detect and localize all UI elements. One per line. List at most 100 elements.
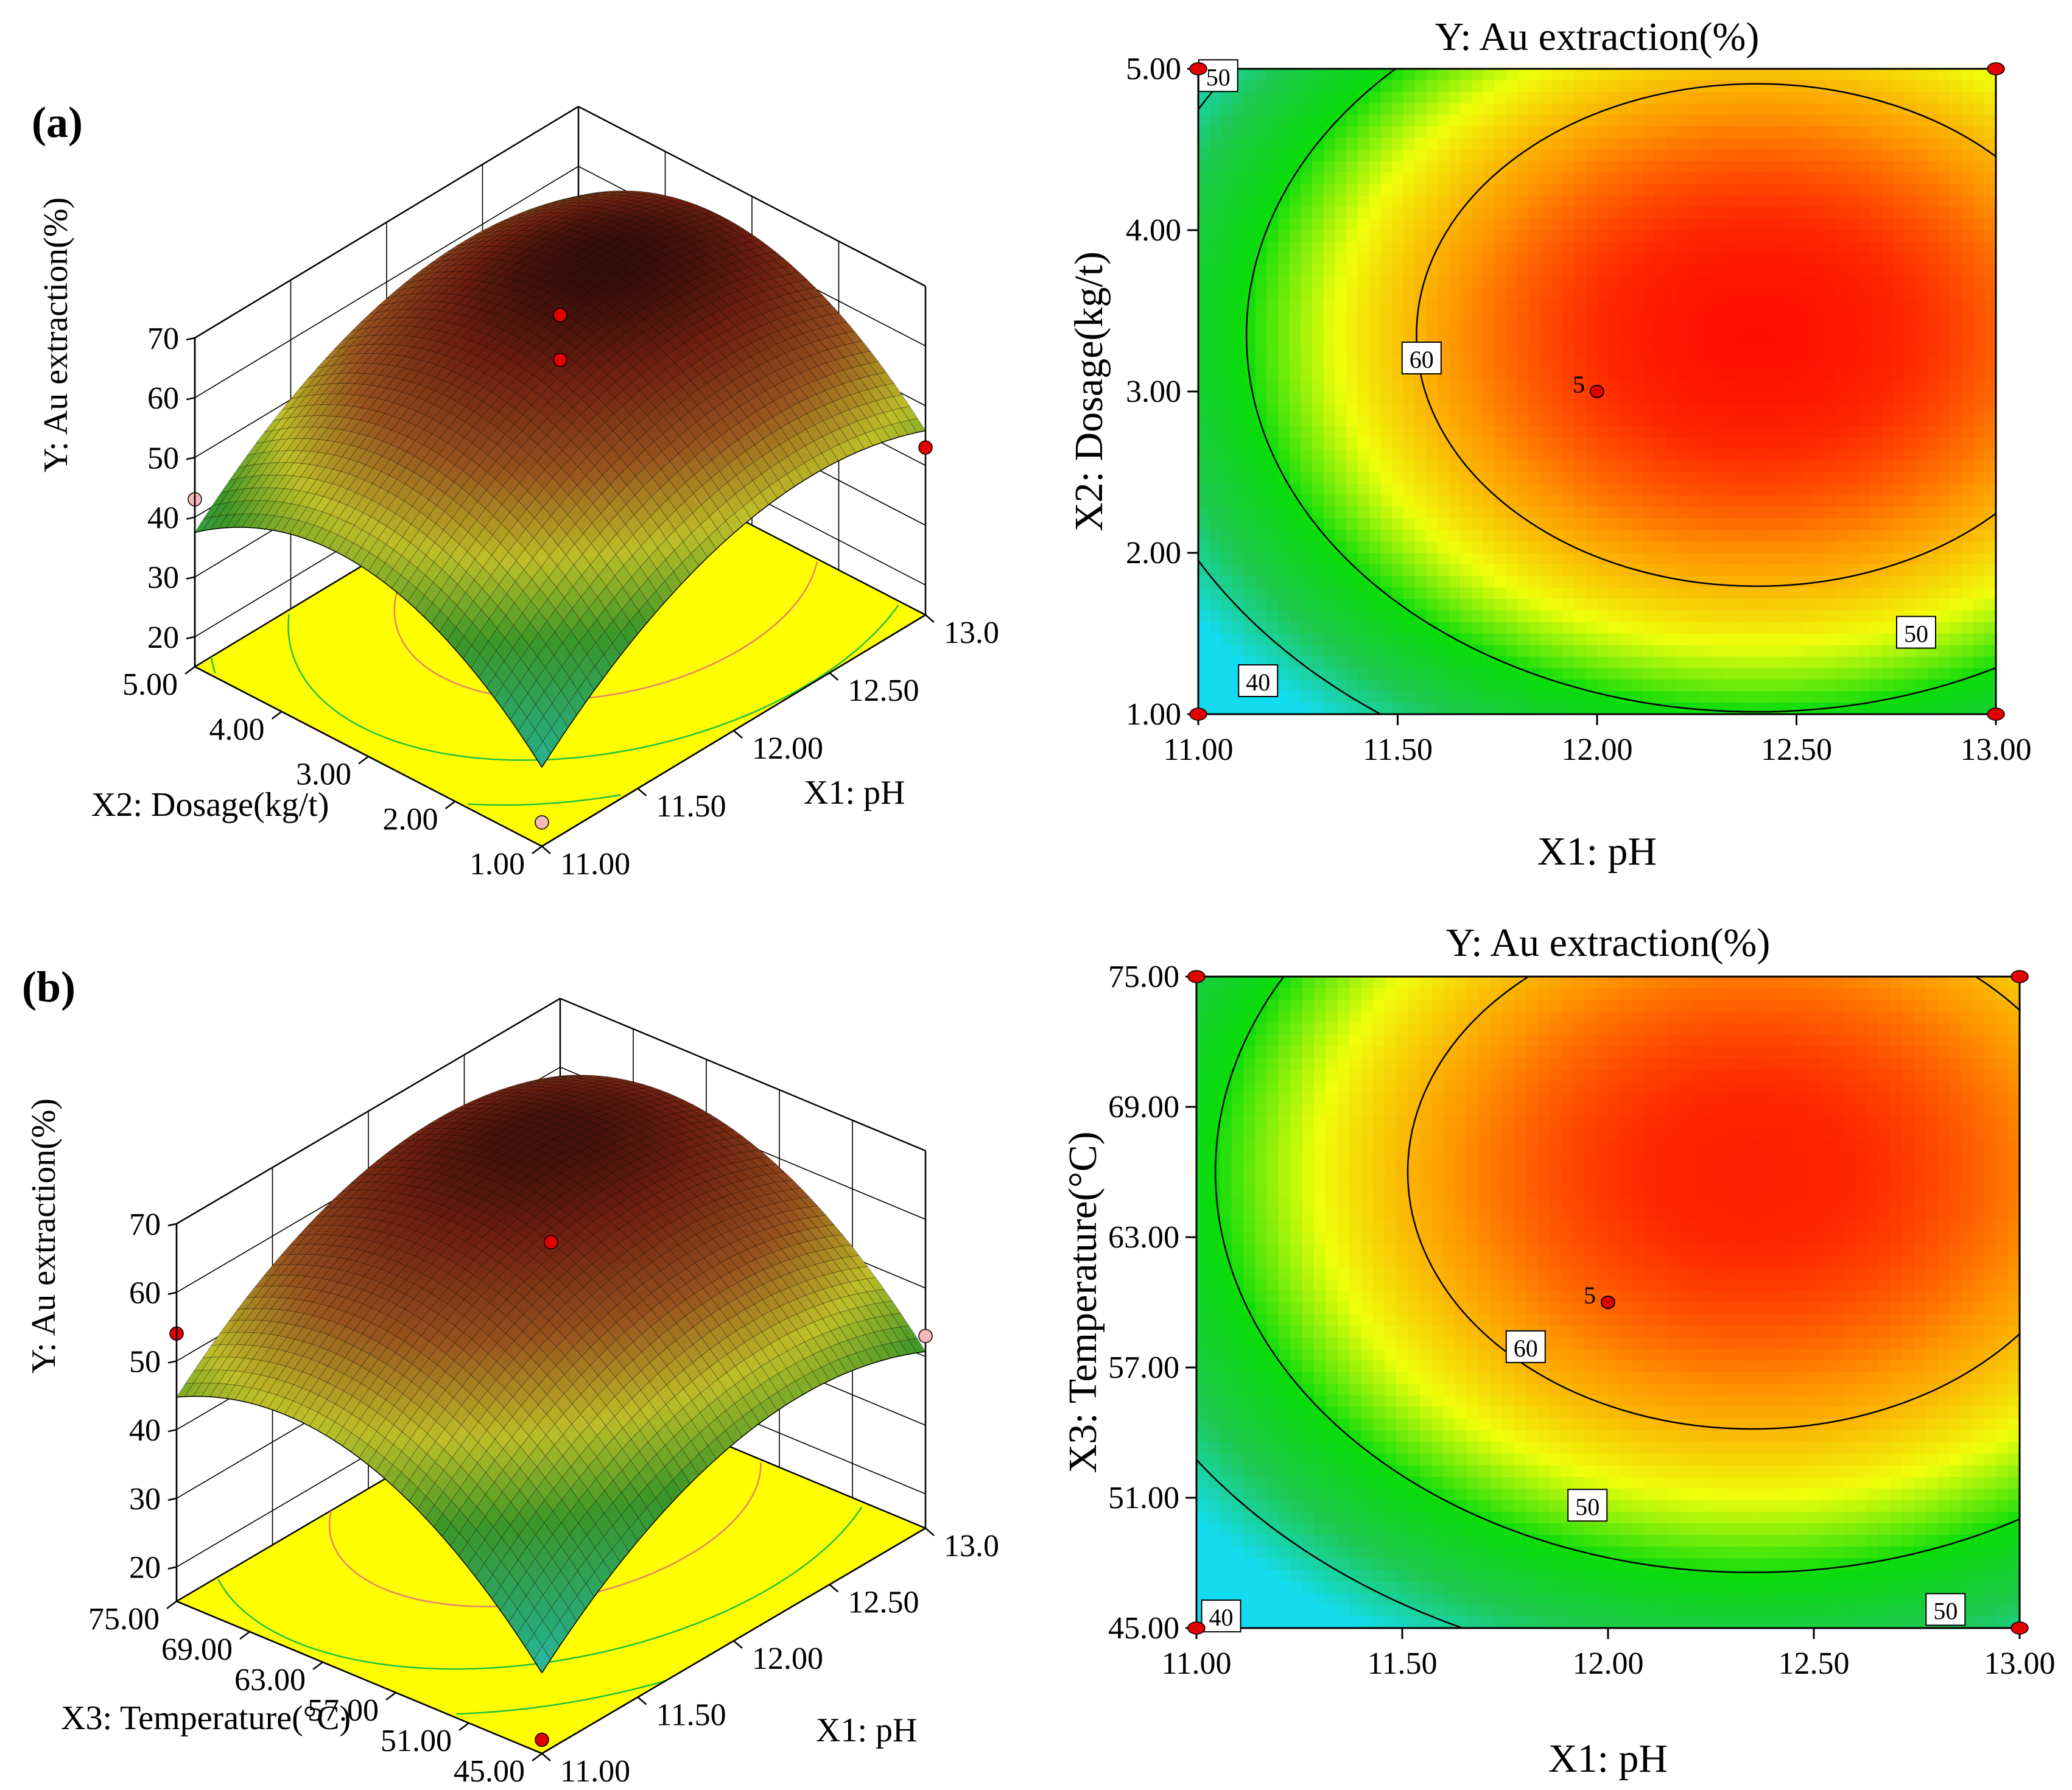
heat-cell bbox=[1745, 656, 1757, 669]
heat-cell bbox=[1449, 230, 1461, 242]
heat-cell bbox=[1210, 172, 1222, 184]
heat-cell bbox=[1563, 403, 1575, 415]
heat-cell bbox=[1255, 127, 1268, 139]
heat-cell bbox=[1734, 588, 1746, 600]
heat-cell bbox=[1380, 172, 1392, 184]
heat-cell bbox=[1723, 138, 1735, 150]
heat-cell bbox=[1688, 438, 1701, 450]
heat-cell bbox=[1723, 219, 1735, 231]
heat-cell bbox=[1688, 668, 1701, 680]
heat-cell bbox=[1415, 449, 1427, 462]
heat-cell bbox=[1723, 483, 1735, 496]
heat-cell bbox=[1232, 276, 1245, 289]
heat-cell bbox=[1757, 253, 1769, 265]
heat-cell bbox=[1665, 611, 1677, 623]
heat-cell bbox=[1551, 138, 1564, 150]
heat-cell bbox=[1290, 311, 1302, 323]
heat-cell bbox=[1711, 483, 1723, 496]
heat-cell bbox=[1609, 518, 1621, 530]
design-point bbox=[535, 816, 549, 829]
heat-cell bbox=[1426, 80, 1438, 93]
heat-cell bbox=[1586, 703, 1598, 715]
heat-cell bbox=[1529, 495, 1541, 507]
heat-cell bbox=[1312, 564, 1324, 577]
heat-cell bbox=[1392, 611, 1404, 623]
heat-cell bbox=[1734, 622, 1746, 634]
heat-cell bbox=[1699, 541, 1712, 553]
heat-cell bbox=[1324, 438, 1336, 450]
heat-cell bbox=[1290, 599, 1302, 611]
heat-cell bbox=[1609, 426, 1621, 438]
heat-cell bbox=[1677, 449, 1689, 462]
heat-cell bbox=[1438, 611, 1450, 623]
heat-cell bbox=[1380, 230, 1392, 242]
heat-cell bbox=[1768, 219, 1780, 231]
heat-cell bbox=[1472, 276, 1484, 289]
heat-cell bbox=[1757, 334, 1769, 346]
heat-cell bbox=[1631, 472, 1643, 485]
heat-cell bbox=[1699, 426, 1712, 438]
heat-cell bbox=[1768, 322, 1780, 334]
heat-cell bbox=[1586, 92, 1598, 104]
heat-cell bbox=[1643, 483, 1655, 496]
heat-cell bbox=[1312, 541, 1324, 553]
heat-cell bbox=[1529, 207, 1541, 219]
heat-cell bbox=[1643, 288, 1655, 300]
heat-cell bbox=[1551, 645, 1564, 657]
heat-cell bbox=[1620, 691, 1632, 703]
heat-cell bbox=[1380, 668, 1392, 680]
heat-cell bbox=[1631, 184, 1643, 196]
heat-cell bbox=[1597, 357, 1609, 369]
heat-cell bbox=[1426, 172, 1438, 184]
heat-cell bbox=[1540, 207, 1552, 219]
heat-cell bbox=[1449, 242, 1461, 254]
heat-cell bbox=[1346, 288, 1358, 300]
heat-cell bbox=[1563, 703, 1575, 715]
heat-cell bbox=[1529, 553, 1541, 565]
heat-cell bbox=[1506, 195, 1518, 208]
heat-cell bbox=[1335, 472, 1347, 485]
heat-cell bbox=[1597, 219, 1609, 231]
heat-cell bbox=[1699, 104, 1712, 116]
heat-cell bbox=[1551, 495, 1564, 507]
heat-cell bbox=[1290, 576, 1302, 588]
heat-cell bbox=[1290, 195, 1302, 208]
heat-cell bbox=[1324, 69, 1336, 81]
heat-cell bbox=[1415, 161, 1427, 173]
heat-cell bbox=[1460, 634, 1472, 646]
heat-cell bbox=[1506, 541, 1518, 553]
heat-cell bbox=[1677, 265, 1689, 277]
heat-cell bbox=[1802, 184, 1814, 196]
heat-cell bbox=[1460, 311, 1472, 323]
heat-cell bbox=[1495, 553, 1507, 565]
heat-cell bbox=[1745, 230, 1757, 242]
heat-cell bbox=[1757, 69, 1769, 81]
heat-cell bbox=[1768, 691, 1780, 703]
heat-cell bbox=[1802, 161, 1814, 173]
heat-cell bbox=[1495, 599, 1507, 611]
heat-cell bbox=[1346, 127, 1358, 139]
heat-cell bbox=[1290, 115, 1302, 127]
heat-cell bbox=[1312, 184, 1324, 196]
heat-cell bbox=[1449, 138, 1461, 150]
heat-cell bbox=[1255, 288, 1268, 300]
heat-cell bbox=[1529, 438, 1541, 450]
heat-cell bbox=[1551, 127, 1564, 139]
heat-cell bbox=[1221, 138, 1233, 150]
heat-cell bbox=[1438, 161, 1450, 173]
heat-cell bbox=[1779, 334, 1791, 346]
heat-cell bbox=[1723, 449, 1735, 462]
heat-cell bbox=[1643, 150, 1655, 162]
heat-cell bbox=[1290, 92, 1302, 104]
heat-cell bbox=[1757, 541, 1769, 553]
heat-cell bbox=[1449, 564, 1461, 577]
heat-cell bbox=[1438, 288, 1450, 300]
heat-cell bbox=[1392, 127, 1404, 139]
heat-cell bbox=[1255, 438, 1268, 450]
heat-cell bbox=[1723, 438, 1735, 450]
heat-cell bbox=[1609, 311, 1621, 323]
heat-cell bbox=[1677, 495, 1689, 507]
heat-cell bbox=[1779, 679, 1791, 692]
heat-cell bbox=[1369, 230, 1382, 242]
heat-cell bbox=[1757, 230, 1769, 242]
